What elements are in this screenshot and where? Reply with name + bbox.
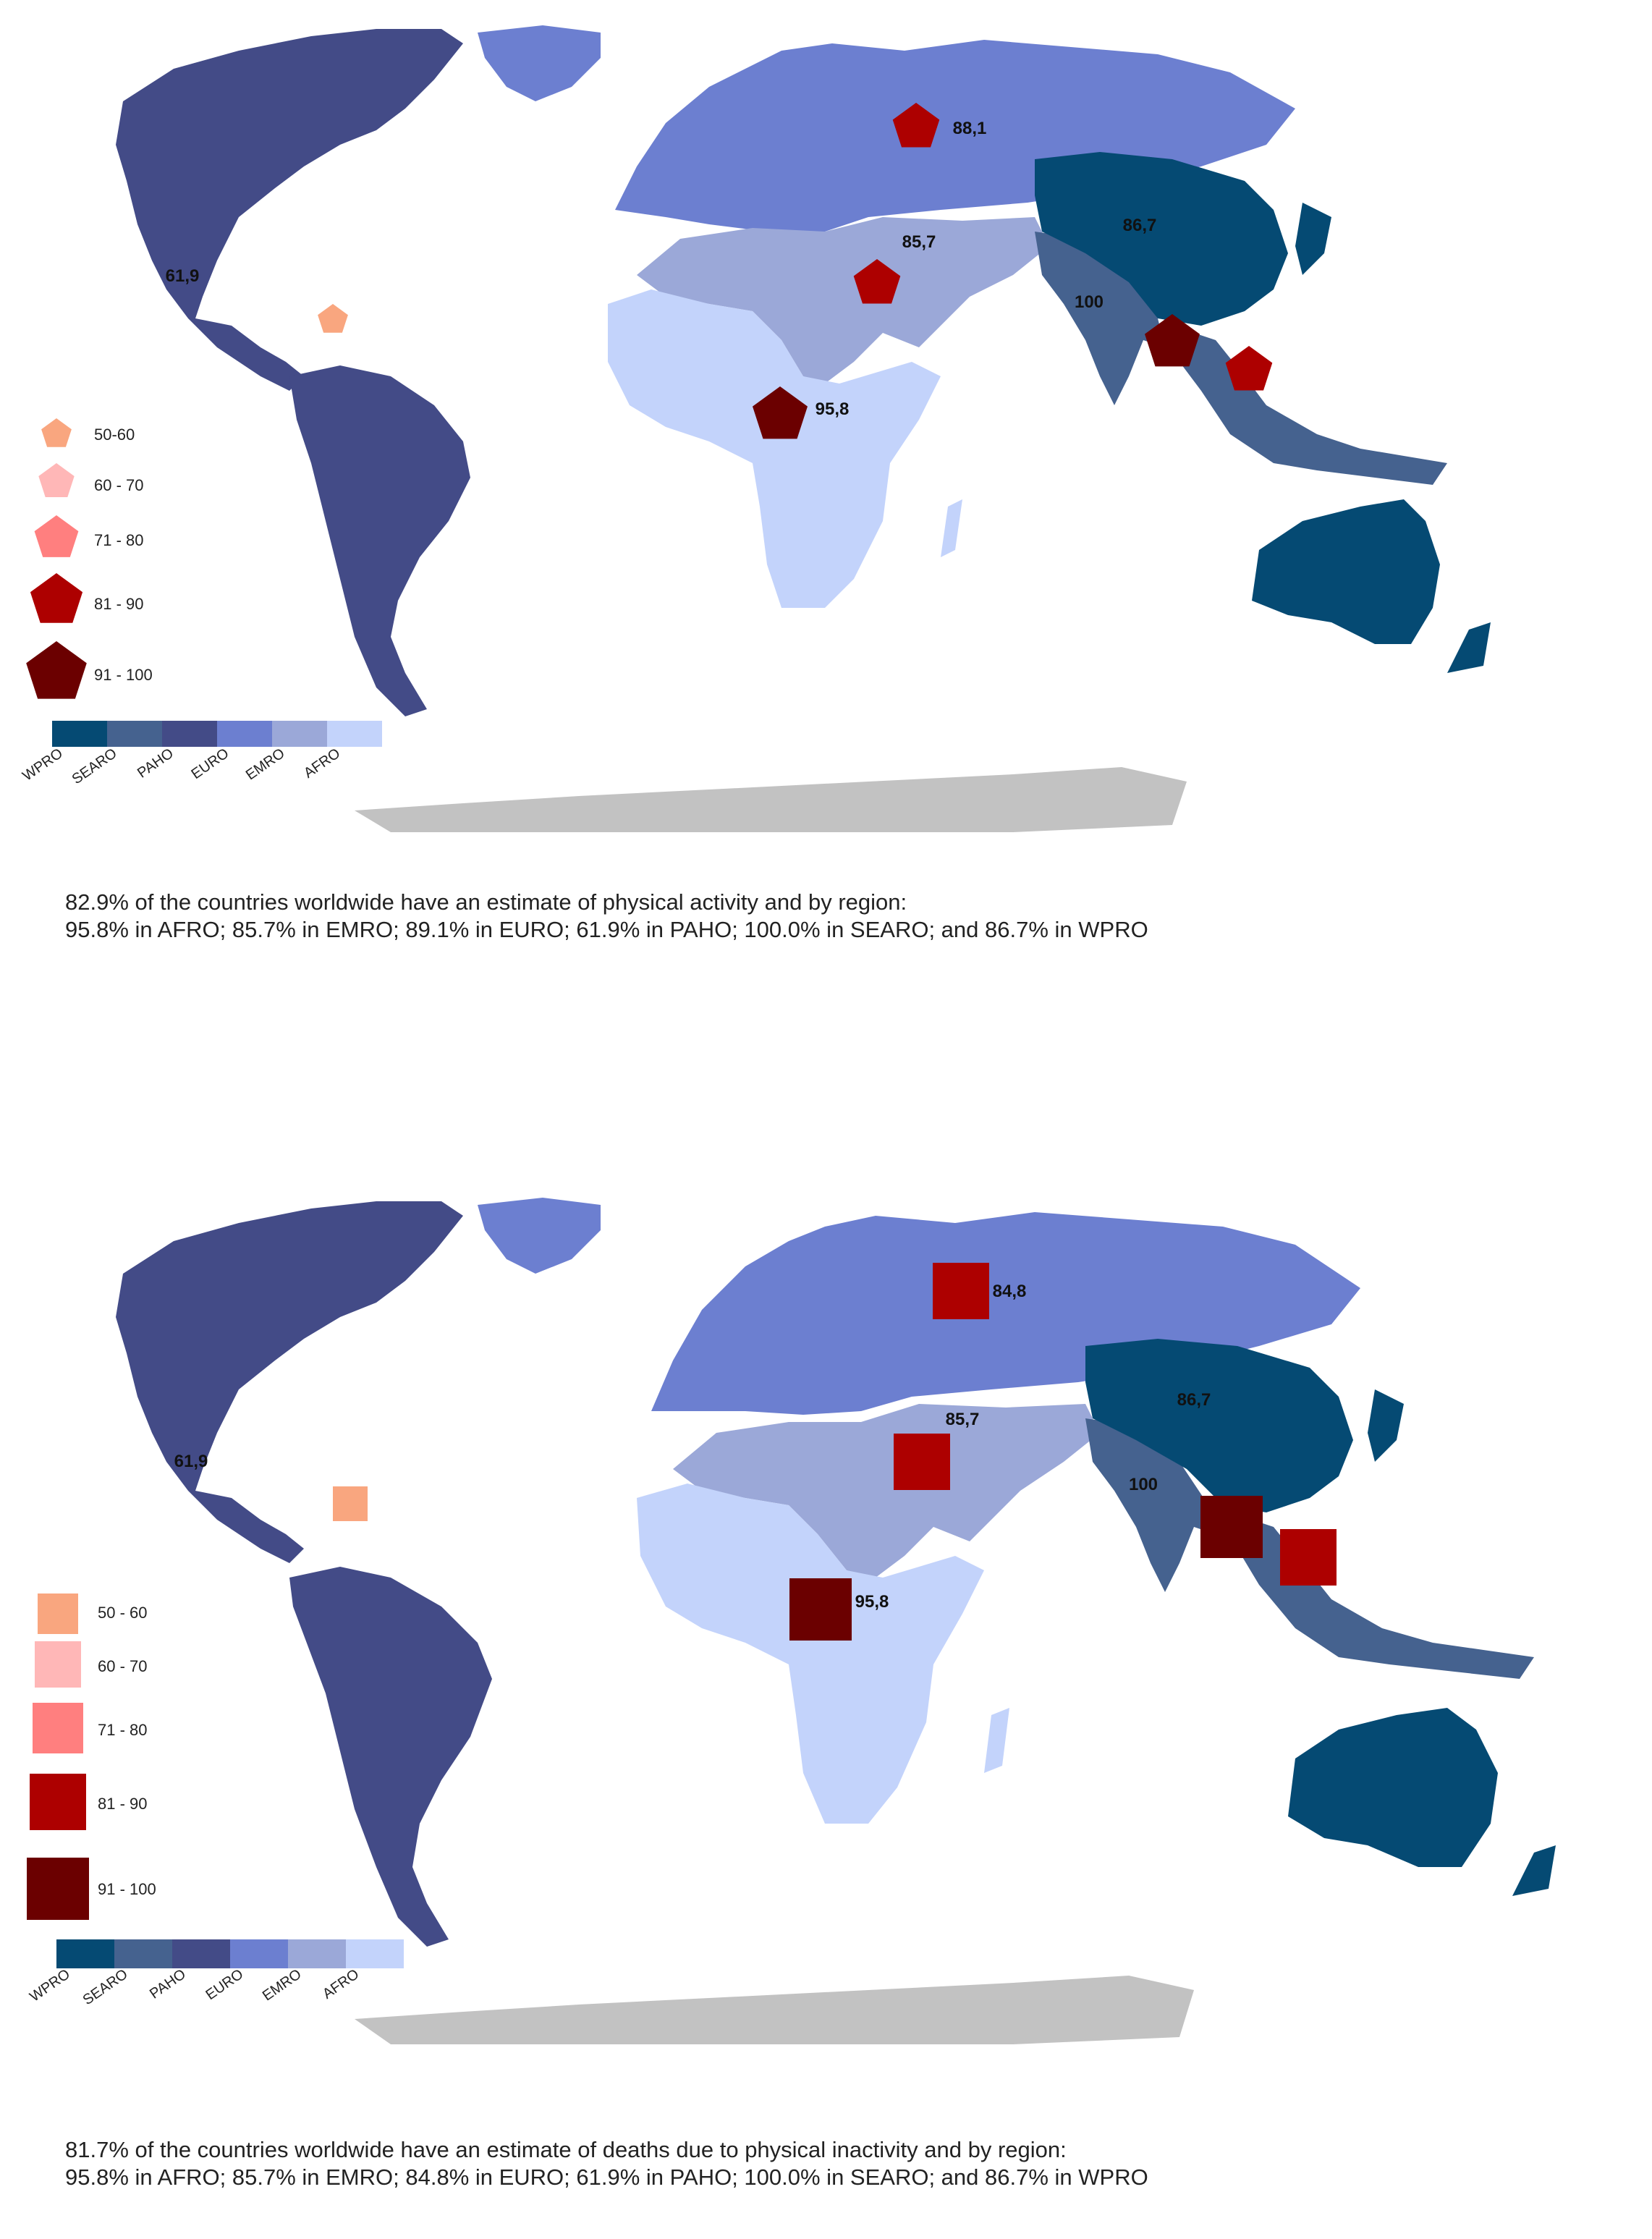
south-america-shape <box>289 365 470 716</box>
size-legend-label: 91 - 100 <box>94 666 153 684</box>
caption-line: 95.8% in AFRO; 85.7% in EMRO; 84.8% in E… <box>65 2164 1148 2190</box>
emro-shape <box>637 217 1049 384</box>
marker-searo <box>1200 1496 1263 1558</box>
wpro-china-shape <box>1085 1339 1353 1512</box>
world-map-svg <box>26 25 1491 832</box>
size-legend-marker <box>26 641 87 699</box>
marker-afro <box>789 1578 852 1641</box>
value-label-wpro: 86,7 <box>1122 216 1157 235</box>
africa-shape <box>637 1484 984 1824</box>
size-legend-marker <box>38 1593 78 1634</box>
marker-paho <box>333 1486 368 1521</box>
value-label-euro: 88,1 <box>952 119 987 138</box>
caption-line: 95.8% in AFRO; 85.7% in EMRO; 89.1% in E… <box>65 917 1148 942</box>
antarctica-shape <box>355 1976 1194 2044</box>
searo-shape <box>1035 232 1165 405</box>
size-legend-label: 60 - 70 <box>94 476 144 494</box>
marker-searo <box>1145 314 1200 367</box>
size-legend-marker <box>35 1641 81 1688</box>
japan-shape <box>1295 203 1331 275</box>
size-legend-label: 81 - 90 <box>94 595 144 613</box>
size-legend-label: 91 - 100 <box>98 1880 156 1898</box>
value-label-euro: 84,8 <box>992 1282 1027 1301</box>
greenland-shape <box>478 1198 601 1274</box>
se-asia-shape <box>1230 1512 1534 1679</box>
size-legend-label: 50-60 <box>94 426 135 444</box>
searo-shape <box>1085 1418 1216 1592</box>
marker-layer <box>318 103 1273 439</box>
value-label-searo: 100 <box>1074 292 1104 312</box>
marker-paho <box>318 304 348 333</box>
new-zealand-shape <box>1512 1845 1556 1896</box>
deaths-physical-inactivity-map: 61,9 84,8 85,7 86,7 100 95,8 50 - 60 60 … <box>0 1172 1652 2084</box>
color-bar-swatch-afro <box>346 1939 404 1968</box>
world-map-svg <box>27 1198 1556 2044</box>
size-legend-marker <box>30 1774 86 1830</box>
caption-line: 81.7% of the countries worldwide have an… <box>65 2137 1067 2162</box>
caption-physical-activity: 82.9% of the countries worldwide have an… <box>65 889 1148 944</box>
marker-emro <box>894 1434 950 1490</box>
region-color-bar <box>56 1939 404 1968</box>
size-legend-marker <box>34 515 79 557</box>
size-legend-label: 81 - 90 <box>98 1795 148 1813</box>
size-legend-marker <box>30 573 83 623</box>
madagascar-shape <box>984 1708 1009 1773</box>
value-label-paho: 61,9 <box>174 1452 208 1471</box>
value-label-afro: 95,8 <box>815 399 850 419</box>
marker-wpro <box>1225 346 1273 391</box>
emro-shape <box>673 1404 1100 1578</box>
color-bar-swatch-emro <box>272 721 327 747</box>
new-zealand-shape <box>1447 622 1491 673</box>
se-asia-shape <box>1172 326 1447 485</box>
marker-emro <box>853 259 901 304</box>
antarctica-shape <box>355 767 1187 832</box>
color-bar-swatch-paho <box>162 721 217 747</box>
wpro-china-shape <box>1035 152 1288 326</box>
region-color-bar <box>52 721 382 747</box>
color-bar-swatch-searo <box>114 1939 172 1968</box>
color-bar-swatch-euro <box>217 721 272 747</box>
size-legend-label: 71 - 80 <box>94 531 144 549</box>
north-america-shape <box>116 29 463 391</box>
color-bar-swatch-euro <box>230 1939 288 1968</box>
marker-euro <box>892 103 940 148</box>
australia-shape <box>1252 499 1440 644</box>
north-america-shape <box>116 1201 463 1563</box>
color-bar-swatch-searo <box>107 721 162 747</box>
color-bar-swatch-afro <box>327 721 382 747</box>
value-label-wpro: 86,7 <box>1177 1390 1211 1410</box>
color-bar-swatch-wpro <box>56 1939 114 1968</box>
value-label-afro: 95,8 <box>855 1592 889 1612</box>
size-legend-label: 71 - 80 <box>98 1721 148 1739</box>
size-legend-marker <box>41 418 72 447</box>
value-label-emro: 85,7 <box>945 1410 980 1429</box>
japan-shape <box>1368 1389 1404 1462</box>
size-legend-marker <box>38 463 75 497</box>
size-legend-markers <box>27 1593 89 1920</box>
size-legend-markers <box>26 418 87 699</box>
marker-wpro <box>1280 1529 1337 1586</box>
size-legend-label: 60 - 70 <box>98 1657 148 1675</box>
size-legend-marker <box>33 1703 83 1753</box>
caption-line: 82.9% of the countries worldwide have an… <box>65 889 907 915</box>
size-legend-marker <box>27 1858 89 1920</box>
caption-deaths-inactivity: 81.7% of the countries worldwide have an… <box>65 2136 1148 2191</box>
value-label-emro: 85,7 <box>902 232 936 252</box>
greenland-shape <box>478 25 601 101</box>
marker-euro <box>933 1263 989 1319</box>
africa-shape <box>608 289 941 608</box>
madagascar-shape <box>941 499 962 557</box>
value-label-paho: 61,9 <box>165 266 200 286</box>
marker-afro <box>753 386 808 439</box>
color-bar-swatch-emro <box>288 1939 346 1968</box>
south-america-shape <box>289 1567 492 1947</box>
physical-activity-map: 61,9 88,1 85,7 86,7 100 95,8 50-60 60 - … <box>0 0 1652 854</box>
australia-shape <box>1288 1708 1498 1867</box>
color-bar-swatch-paho <box>172 1939 230 1968</box>
value-label-searo: 100 <box>1128 1475 1158 1494</box>
color-bar-swatch-wpro <box>52 721 107 747</box>
size-legend-label: 50 - 60 <box>98 1604 148 1622</box>
marker-layer <box>333 1263 1337 1641</box>
